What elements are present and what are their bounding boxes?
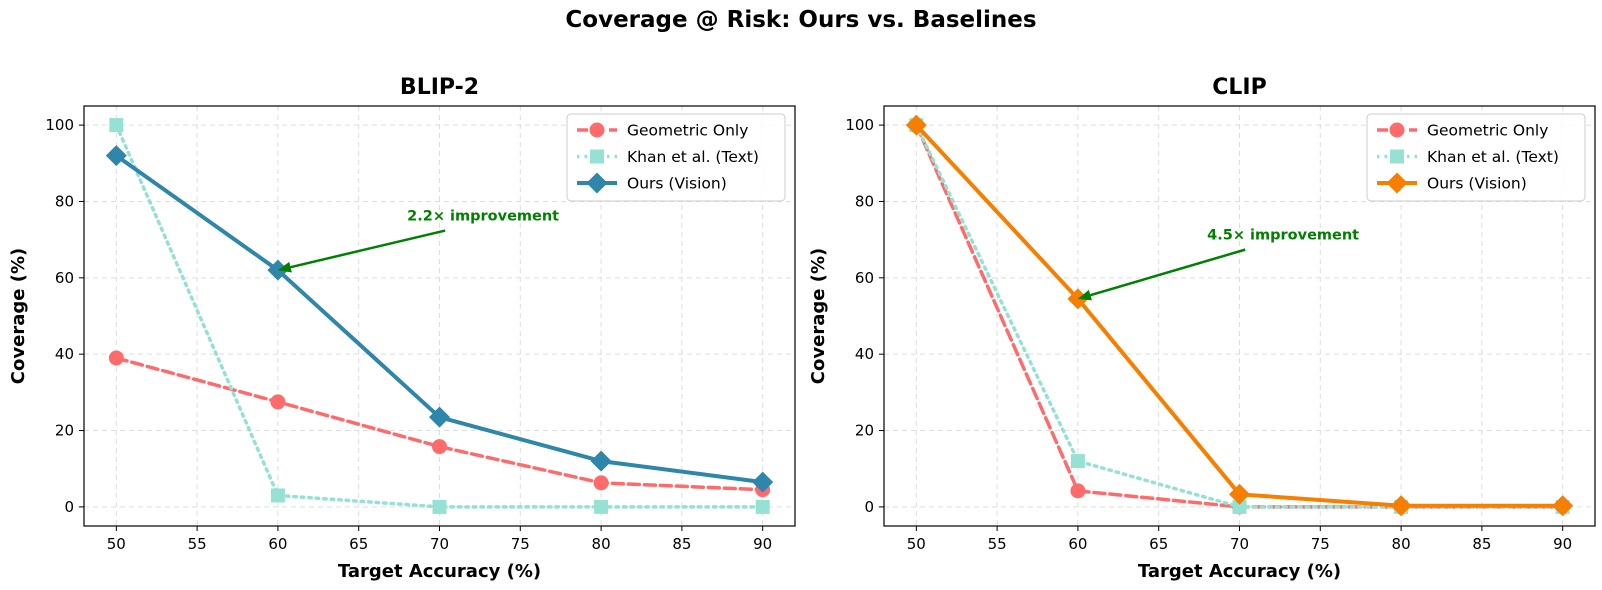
x-tick-label: 60	[268, 535, 287, 553]
x-axis-label: Target Accuracy (%)	[1138, 561, 1341, 582]
y-tick-label: 100	[845, 116, 874, 134]
data-point	[752, 471, 774, 493]
legend-label-2: Ours (Vision)	[627, 175, 727, 193]
x-tick-label: 50	[907, 535, 926, 553]
data-point	[590, 450, 612, 472]
data-point	[270, 394, 286, 410]
annotation-arrow-head	[1077, 289, 1092, 301]
y-tick-label: 60	[55, 269, 74, 287]
legend-marker-2	[1386, 172, 1408, 194]
chart-title: CLIP	[1212, 75, 1266, 100]
y-tick-label: 60	[855, 269, 874, 287]
x-tick-label: 70	[1230, 535, 1249, 553]
legend-marker-1	[1390, 149, 1404, 164]
y-tick-label: 20	[55, 422, 74, 440]
data-point	[432, 439, 447, 455]
x-tick-label: 60	[1068, 535, 1087, 553]
x-tick-label: 70	[430, 535, 449, 553]
annotation-arrow-head	[277, 261, 292, 273]
x-tick-label: 55	[988, 535, 1007, 553]
data-point	[1229, 483, 1250, 505]
x-tick-label: 65	[349, 535, 368, 553]
legend-marker-0	[589, 122, 605, 138]
x-tick-label: 80	[1392, 535, 1411, 553]
x-tick-label: 85	[672, 535, 691, 553]
legend-label-0: Geometric Only	[627, 122, 748, 140]
y-tick-label: 20	[855, 422, 874, 440]
chart-panel-clip: 50 55 60 65 70 75 80 85 90 0 20 40 60 80 100 CLIP Target…	[808, 75, 1596, 582]
data-point	[108, 350, 124, 366]
legend-marker-2	[586, 172, 608, 194]
annotation-arrow-line	[1090, 248, 1246, 297]
legend-box	[566, 113, 786, 202]
legend-label-1: Khan et al. (Text)	[1427, 148, 1559, 166]
y-tick-label: 40	[55, 345, 74, 363]
legend-label-0: Geometric Only	[1427, 122, 1548, 140]
x-tick-label: 55	[188, 535, 207, 553]
legend-marker-0	[1389, 122, 1405, 138]
data-point	[1070, 454, 1085, 469]
y-tick-label: 80	[55, 192, 74, 210]
axes-frame	[83, 105, 796, 527]
data-point	[1070, 483, 1086, 499]
x-tick-label: 50	[107, 535, 126, 553]
y-tick-label: 80	[855, 192, 874, 210]
data-point	[594, 499, 609, 514]
x-tick-label: 65	[1149, 535, 1168, 553]
annotation-text: 4.5× improvement	[1207, 228, 1359, 244]
chart-title: BLIP-2	[400, 75, 479, 100]
legend-marker-1	[590, 149, 604, 164]
annotation-text: 2.2× improvement	[407, 209, 559, 225]
x-tick-label: 85	[1472, 535, 1491, 553]
y-axis-label: Coverage (%)	[808, 248, 829, 384]
data-point	[905, 114, 927, 136]
chart-panel-blip2: 50 55 60 65 70 75 80 85 90 0 20 40 60 80 100 BLIP-2 Targ…	[8, 75, 796, 582]
y-tick-label: 0	[864, 498, 874, 516]
data-point	[432, 499, 447, 514]
data-point	[755, 499, 770, 514]
axes-frame	[883, 105, 1596, 527]
figure-suptitle: Coverage @ Risk: Ours vs. Baselines	[565, 7, 1036, 33]
y-axis-label: Coverage (%)	[8, 248, 29, 384]
data-point	[109, 118, 124, 133]
legend-box	[1366, 113, 1586, 202]
data-point	[1390, 495, 1412, 517]
legend-label-2: Ours (Vision)	[1427, 175, 1527, 193]
data-point	[429, 406, 450, 428]
y-tick-label: 0	[64, 498, 74, 516]
x-tick-label: 80	[592, 535, 611, 553]
x-tick-label: 75	[1311, 535, 1330, 553]
data-point	[1232, 499, 1247, 514]
data-point	[105, 145, 127, 167]
data-point	[1552, 495, 1574, 517]
legend-label-1: Khan et al. (Text)	[627, 148, 759, 166]
y-tick-label: 40	[855, 345, 874, 363]
x-tick-label: 90	[1553, 535, 1572, 553]
x-tick-label: 75	[511, 535, 530, 553]
annotation-arrow-line	[290, 229, 446, 269]
data-point	[593, 475, 609, 491]
data-point	[270, 488, 285, 503]
y-tick-label: 100	[45, 116, 74, 134]
x-tick-label: 90	[753, 535, 772, 553]
x-axis-label: Target Accuracy (%)	[338, 561, 541, 582]
